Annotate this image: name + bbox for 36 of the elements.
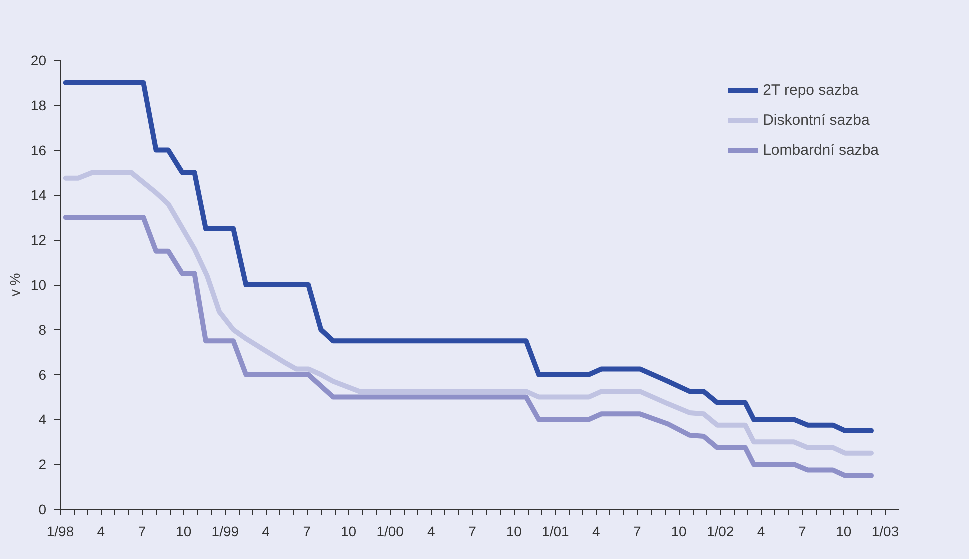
- x-tick-label: 10: [671, 524, 688, 540]
- x-tick-label: 1/03: [872, 524, 900, 540]
- x-tick-label: 7: [634, 524, 642, 540]
- x-tick-label: 1/00: [376, 524, 404, 540]
- x-tick-label: 1/98: [46, 524, 74, 540]
- x-tick-label: 4: [262, 524, 270, 540]
- x-tick-label: 1/02: [706, 524, 734, 540]
- x-tick-label: 1/01: [542, 524, 570, 540]
- y-tick-label: 10: [30, 277, 47, 293]
- y-axis-title: v %: [6, 273, 23, 297]
- y-tick-label: 12: [30, 232, 47, 248]
- x-tick-label: 4: [757, 524, 766, 540]
- x-tick-label: 10: [506, 524, 522, 540]
- x-tick-label: 4: [428, 524, 436, 540]
- y-tick-label: 4: [38, 412, 47, 428]
- x-tick-label: 1/99: [212, 524, 240, 540]
- y-tick-label: 2: [38, 456, 47, 473]
- x-tick-label: 4: [592, 524, 600, 540]
- y-tick-label: 0: [38, 502, 47, 518]
- x-tick-label: 10: [176, 524, 192, 540]
- x-tick-label: 7: [303, 524, 312, 540]
- y-tick-label: 16: [30, 142, 47, 158]
- x-tick-label: 7: [468, 524, 477, 540]
- legend-label: 2T repo sazba: [763, 82, 859, 98]
- x-tick-label: 7: [138, 524, 146, 540]
- y-tick-label: 8: [38, 322, 47, 338]
- legend-label: Lombardní sazba: [763, 142, 879, 158]
- y-tick-label: 18: [30, 97, 47, 114]
- y-tick-label: 20: [30, 52, 47, 68]
- x-tick-label: 10: [836, 524, 852, 540]
- y-tick-label: 14: [30, 187, 47, 204]
- x-tick-label: 7: [798, 524, 806, 540]
- x-tick-label: 10: [340, 524, 357, 540]
- legend-label: Diskontní sazba: [763, 112, 870, 128]
- x-tick-label: 4: [97, 524, 106, 540]
- y-tick-label: 6: [38, 366, 47, 383]
